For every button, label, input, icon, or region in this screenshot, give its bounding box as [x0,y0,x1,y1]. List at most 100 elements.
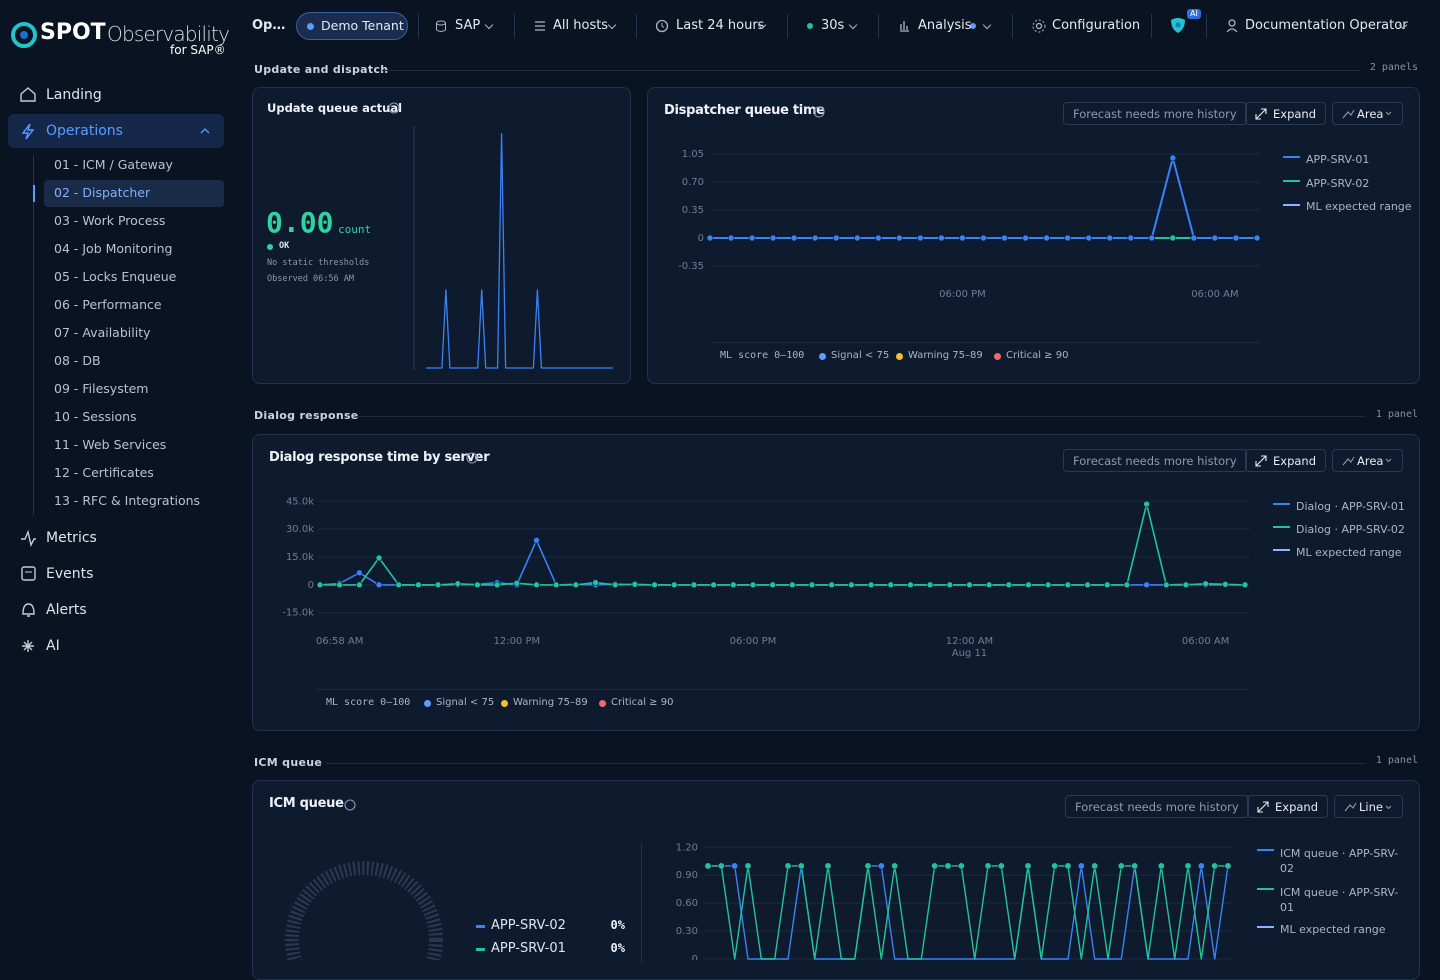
legend-swatch [1283,180,1300,182]
legend-label: ML expected range [1306,200,1412,213]
section-title: Dialog response [254,409,359,422]
expand-button[interactable]: Expand [1245,449,1327,472]
section-count: 1 panel [1375,409,1418,420]
view-select[interactable]: Line [1334,795,1403,818]
submenu-rail-active [33,185,35,202]
tenant[interactable]: Demo Tenant [321,18,404,33]
page: SPOT Observability for SAP® Landing Oper… [8,9,1420,980]
panel-title: Dialog response time by server [269,450,490,465]
forecast-button[interactable]: Forecast needs more history [1063,102,1247,125]
submenu-item[interactable]: 07 - Availability [54,325,151,340]
ml-rule [317,689,1249,690]
tenant-pill[interactable] [296,12,408,40]
ml-rule [712,342,1259,343]
submenu-item[interactable]: 05 - Locks Enqueue [54,269,177,284]
ml-legend-title: ML score 0–100 [720,350,805,361]
divider [641,843,642,963]
ai-badge: AI [1187,9,1201,19]
gauge-swatch [476,948,485,951]
view-select[interactable]: Area [1332,449,1403,472]
expand-button[interactable]: Expand [1245,102,1327,125]
stat-observed: Observed 06:56 AM [267,274,354,284]
ml-legend: Warning 75–89 [513,697,588,708]
nav-item[interactable]: Alerts [46,602,87,618]
submenu-item[interactable]: 11 - Web Services [54,437,167,452]
analysis-menu[interactable]: Analysis [918,18,972,33]
user-menu[interactable]: Documentation Operator [1245,18,1408,33]
nav-item[interactable]: AI [46,638,60,654]
configuration[interactable]: Configuration [1052,18,1141,33]
nav-item[interactable]: Metrics [46,530,97,546]
ml-legend: Critical ≥ 90 [611,697,674,708]
legend-label: Dialog · APP-SRV-01 [1296,500,1405,513]
gauge-value: 0% [610,918,625,932]
separator [1151,14,1152,38]
stat-status: OK [279,241,290,251]
submenu-rail [33,155,34,515]
submenu-active-bg [44,180,224,207]
ml-legend: Critical ≥ 90 [1006,350,1069,361]
nav-item[interactable]: Events [46,566,94,582]
system-select[interactable]: SAP [455,18,481,33]
section-count: 2 panels [1369,62,1418,73]
nav-item[interactable]: Landing [46,87,102,103]
ml-legend-title: ML score 0–100 [326,697,411,708]
section-rule [326,763,1365,764]
submenu-item[interactable]: 04 - Job Monitoring [54,241,173,256]
legend-swatch [1257,926,1274,928]
stat-unit: count [338,223,372,236]
panel [647,87,1420,384]
panel [252,434,1420,731]
panel-title: Dispatcher queue time [664,103,825,118]
ml-legend: Signal < 75 [436,697,495,708]
submenu-item[interactable]: 03 - Work Process [54,213,166,228]
topbar-icons [436,18,1238,33]
legend-swatch [1273,549,1290,551]
legend-swatch [1283,204,1300,206]
section-rule [356,416,1365,417]
submenu-item[interactable]: 08 - DB [54,353,101,368]
ml-dot [994,353,1001,360]
refresh-interval[interactable]: 30s [821,18,845,33]
separator [1206,14,1207,38]
stat-note: No static thresholds [267,258,370,268]
ml-dot [424,700,431,707]
tenant-dot [307,23,314,30]
logo-icon [11,22,37,48]
nav-active-bg [8,114,224,148]
ml-dot [819,353,826,360]
separator [878,14,879,38]
legend-label: Dialog · APP-SRV-02 [1296,523,1405,536]
stat-value: 0.00 [266,206,334,239]
panel-title: Update queue actual [267,101,403,115]
nav-item[interactable]: Operations [46,123,123,139]
view-select[interactable]: Area [1332,102,1403,125]
separator [636,14,637,38]
legend-swatch [1257,849,1274,851]
section-rule [382,70,1360,71]
gauge-label: APP-SRV-02 [491,918,566,933]
hosts-select[interactable]: All hosts [553,18,609,33]
forecast-button[interactable]: Forecast needs more history [1063,449,1247,472]
gauge-value: 0% [610,941,625,955]
expand-button[interactable]: Expand [1247,795,1329,818]
section-count: 1 panel [1375,755,1418,766]
submenu-item[interactable]: 12 - Certificates [54,465,154,480]
forecast-button[interactable]: Forecast needs more history [1065,795,1249,818]
submenu-item[interactable]: 06 - Performance [54,297,162,312]
brand-name: SPOT [40,20,106,45]
time-range[interactable]: Last 24 hours [676,18,765,33]
status-dot [267,244,273,250]
legend-swatch [1257,888,1274,890]
separator [514,14,515,38]
gauge-swatch [476,925,485,928]
submenu-item[interactable]: 10 - Sessions [54,409,137,424]
submenu-item[interactable]: 01 - ICM / Gateway [54,157,173,172]
submenu-item[interactable]: 02 - Dispatcher [54,185,151,200]
submenu-item[interactable]: 09 - Filesystem [54,381,149,396]
ml-dot [896,353,903,360]
legend-label: ML expected range [1296,546,1402,559]
submenu-item[interactable]: 13 - RFC & Integrations [54,493,201,508]
legend-swatch [1273,503,1290,505]
legend-swatch [1273,526,1290,528]
